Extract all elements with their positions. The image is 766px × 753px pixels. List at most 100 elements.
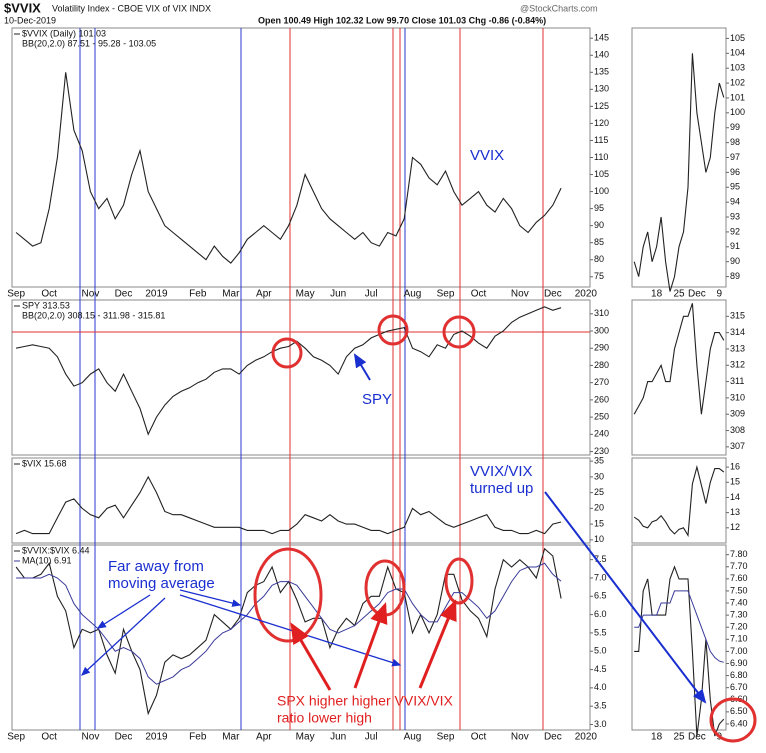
series-line [633, 53, 725, 292]
x-tick-label: Dec [544, 732, 562, 743]
x-tick-label: Nov [511, 732, 529, 743]
y-tick-label: 89 [730, 271, 740, 281]
y-tick-label: 310 [594, 308, 609, 318]
y-tick-label: 314 [730, 327, 745, 337]
x-tick-label: Mar [222, 732, 240, 743]
y-tick-label: 7.0 [594, 572, 607, 582]
y-tick-label: 130 [594, 84, 609, 94]
y-tick-label: 100 [730, 107, 745, 117]
x-tick-label: Oct [471, 289, 487, 300]
y-tick-label: 312 [730, 360, 745, 370]
annotation: SPY [362, 391, 392, 408]
y-tick-label: 313 [730, 343, 745, 353]
y-tick-label: 7.50 [730, 585, 748, 595]
x-tick-label: Dec [115, 732, 133, 743]
panel-frames [11, 27, 727, 731]
x-tick-label: Sep [437, 732, 455, 743]
y-tick-label: 80 [594, 254, 604, 264]
x-tick-label: 18 [651, 289, 663, 300]
x-tick-label: 2019 [145, 289, 168, 300]
y-tick-label: 3.5 [594, 701, 607, 711]
y-tick-label: 4.0 [594, 682, 607, 692]
x-tick-label: Feb [189, 289, 207, 300]
y-tick-label: 3.0 [594, 719, 607, 729]
x-tick-label: Dec [544, 289, 562, 300]
y-tick-label: 99 [730, 122, 740, 132]
y-tick-label: 280 [594, 360, 609, 370]
y-tick-label: 6.0 [594, 609, 607, 619]
y-tick-label: 97 [730, 152, 740, 162]
x-tick-label: Apr [256, 289, 272, 300]
y-tick-label: 240 [594, 429, 609, 439]
x-tick-label: Mar [222, 289, 240, 300]
y-tick-label: 7.60 [730, 573, 748, 583]
y-tick-label: 100 [594, 186, 609, 196]
y-tick-label: 311 [730, 376, 744, 386]
y-tick-label: 135 [594, 67, 609, 77]
series-line [634, 590, 724, 663]
date: 10-Dec-2019 [4, 15, 56, 25]
y-tick-label: 307 [730, 441, 745, 451]
x-tick-label: Jul [365, 732, 378, 743]
y-tick-label: 94 [730, 197, 740, 207]
x-tick-label: Oct [41, 289, 57, 300]
y-tick-label: 92 [730, 226, 740, 236]
x-tick-label: Sep [437, 289, 455, 300]
y-tick-label: 12 [730, 522, 740, 532]
y-tick-label: 98 [730, 137, 740, 147]
y-tick-label: 230 [594, 446, 609, 456]
y-tick-label: 13 [730, 507, 740, 517]
indicator-label: BB(20,2.0) 87.51 - 95.28 - 103.05 [22, 38, 156, 48]
x-tick-label: Aug [404, 289, 422, 300]
y-tick-label: 95 [730, 182, 740, 192]
y-tick-label: 105 [730, 33, 745, 43]
y-tick-label: 6.40 [730, 718, 748, 728]
series-line [16, 562, 562, 685]
x-tick-label: 25 [673, 289, 685, 300]
y-tick-label: 5.0 [594, 646, 607, 656]
y-tick-label: 20 [594, 503, 604, 513]
y-tick-label: 300 [594, 325, 609, 335]
legend-label: MA(10) 6.91 [22, 555, 72, 565]
y-tick-label: 290 [594, 343, 609, 353]
x-tick-label: 25 [673, 732, 685, 743]
y-tick-label: 101 [730, 92, 745, 102]
y-tick-label: 7.5 [594, 554, 607, 564]
legend-label: $VVIX (Daily) 101.03 [22, 28, 106, 38]
x-tick-label: May [296, 732, 315, 743]
y-tick-label: 30 [594, 471, 604, 481]
arrows [81, 353, 707, 704]
y-tick-label: 4.5 [594, 664, 607, 674]
y-tick-label: 309 [730, 409, 745, 419]
x-tick-label: 18 [651, 732, 663, 743]
y-tick-label: 125 [594, 101, 609, 111]
y-tick-label: 6.80 [730, 670, 748, 680]
y-tick-label: 6.5 [594, 591, 607, 601]
series-line [15, 72, 562, 264]
series-line [634, 565, 725, 737]
x-tick-label: Aug [404, 732, 422, 743]
legend-label: $VVIX:$VIX 6.44 [22, 545, 90, 555]
arrows-red [290, 599, 457, 691]
y-tick-label: 120 [594, 118, 609, 128]
y-tick-label: 93 [730, 211, 740, 221]
annotation: VVIX/VIX [470, 463, 533, 480]
y-tick-label: 103 [730, 63, 745, 73]
x-tick-label: 2019 [145, 732, 168, 743]
y-tick-label: 25 [594, 487, 604, 497]
x-tick-label: Dec [688, 289, 706, 300]
y-tick-label: 310 [730, 392, 745, 402]
y-tick-label: 75 [594, 271, 604, 281]
y-tick-label: 7.70 [730, 561, 748, 571]
y-tick-label: 5.5 [594, 627, 607, 637]
y-tick-label: 6.50 [730, 706, 748, 716]
x-tick-label: Nov [82, 732, 100, 743]
y-tick-label: 90 [730, 256, 740, 266]
annotation: turned up [470, 480, 533, 497]
legend-label: $VIX 15.68 [22, 458, 67, 468]
x-tick-label: Nov [82, 289, 100, 300]
x-tick-label: Dec [115, 289, 133, 300]
y-tick-label: 270 [594, 377, 609, 387]
